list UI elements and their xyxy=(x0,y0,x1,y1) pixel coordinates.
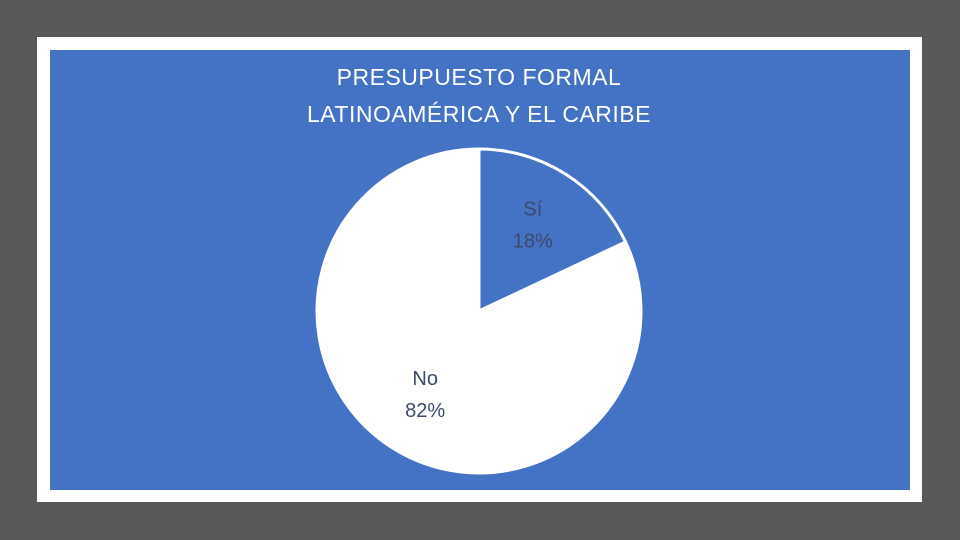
pie-slice xyxy=(315,147,643,475)
slice-value-label: 18% xyxy=(513,230,553,252)
chart-title: PRESUPUESTO FORMAL xyxy=(337,64,622,90)
slice-category-label: Sí xyxy=(523,198,542,220)
slice-category-label: No xyxy=(412,368,438,390)
pie-slice xyxy=(477,147,628,314)
chart-title: LATINOAMÉRICA Y EL CARIBE xyxy=(307,101,651,127)
slice-value-label: 82% xyxy=(405,400,445,422)
